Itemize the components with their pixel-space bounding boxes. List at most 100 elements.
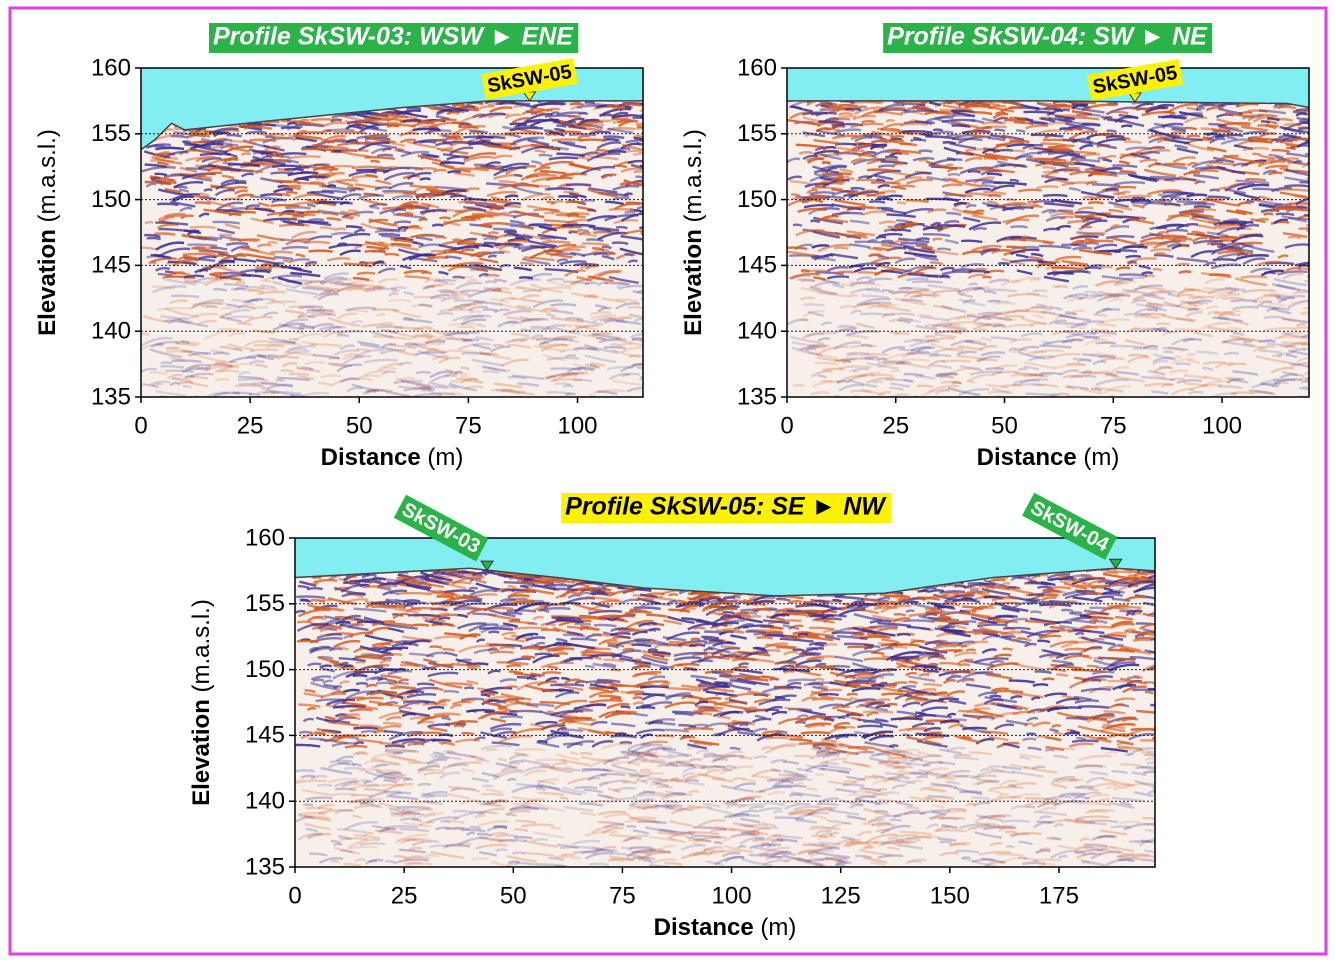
reflection [449, 110, 460, 116]
reflection [876, 206, 894, 211]
reflection [446, 331, 480, 337]
reflection [346, 386, 363, 393]
reflection [905, 222, 919, 228]
reflection [1051, 659, 1073, 665]
reflection [206, 199, 236, 209]
reflection [189, 312, 219, 320]
reflection [463, 686, 475, 690]
reflection [1040, 310, 1057, 316]
reflection [849, 800, 863, 806]
reflection [1110, 620, 1133, 628]
reflection [1046, 352, 1081, 361]
reflection [1103, 587, 1114, 592]
reflection [1084, 793, 1110, 801]
reflection [509, 727, 544, 737]
reflection [848, 334, 869, 339]
reflection [1219, 313, 1241, 317]
reflection [513, 243, 524, 249]
reflection [887, 748, 920, 759]
reflection [337, 827, 367, 834]
reflection [689, 763, 708, 768]
reflection [1044, 747, 1075, 753]
reflection [1055, 321, 1088, 327]
reflection [780, 800, 800, 805]
reflection [174, 185, 188, 190]
reflection [873, 841, 896, 845]
reflection [560, 371, 589, 378]
reflection [806, 331, 833, 338]
reflection [889, 386, 904, 391]
reflection [841, 359, 852, 365]
reflection [931, 810, 947, 816]
reflection [1252, 152, 1262, 157]
reflection [399, 264, 412, 270]
reflection [1183, 374, 1208, 380]
reflection [540, 343, 570, 349]
reflection [1206, 146, 1227, 153]
reflection [823, 217, 849, 224]
reflection [810, 825, 831, 830]
reflection [268, 340, 296, 345]
reflection [326, 257, 351, 262]
reflection [972, 111, 993, 116]
reflection [394, 109, 428, 119]
reflection [1050, 284, 1061, 289]
reflection [645, 721, 676, 726]
reflection [1070, 232, 1106, 241]
reflection [1106, 129, 1117, 134]
reflection [530, 108, 553, 116]
reflection [1277, 188, 1309, 192]
reflection [319, 627, 343, 633]
reflection [304, 360, 326, 366]
reflection [703, 848, 716, 852]
reflection [1280, 317, 1297, 323]
reflection [1141, 375, 1175, 382]
reflection [404, 275, 431, 280]
reflection [911, 106, 931, 111]
reflection [920, 315, 949, 322]
reflection [770, 777, 796, 782]
reflection [581, 333, 616, 342]
reflection [630, 163, 643, 173]
reflection [492, 768, 523, 778]
reflection [1144, 756, 1155, 762]
reflection [1071, 103, 1090, 109]
reflection [856, 322, 875, 330]
reflection [1148, 570, 1155, 575]
reflection [452, 314, 484, 323]
reflection [425, 284, 444, 290]
reflection [1214, 362, 1234, 369]
reflection [1127, 173, 1158, 183]
reflection [210, 145, 235, 150]
reflection [372, 286, 383, 291]
reflection [225, 223, 241, 230]
reflection [1138, 837, 1155, 847]
reflection [1131, 771, 1147, 777]
reflection [804, 859, 824, 866]
reflection [1115, 370, 1140, 376]
reflection [930, 223, 942, 229]
reflection [604, 213, 639, 222]
reflection [896, 664, 907, 669]
reflection [813, 281, 838, 288]
reflection [1049, 728, 1060, 733]
reflection [855, 763, 872, 769]
reflection [953, 756, 979, 761]
reflection [1258, 113, 1278, 118]
reflection [932, 323, 961, 329]
reflection [371, 577, 386, 581]
reflection [506, 316, 533, 322]
reflection [270, 250, 293, 255]
reflection [265, 342, 296, 349]
reflection [894, 184, 916, 189]
reflection [512, 126, 543, 135]
reflection [169, 381, 181, 387]
reflection [787, 118, 821, 126]
reflection [393, 213, 426, 220]
reflection [556, 637, 568, 643]
reflection [1019, 756, 1031, 761]
reflection [901, 130, 933, 134]
reflection [801, 332, 825, 340]
reflection [941, 118, 976, 123]
reflection [942, 769, 971, 778]
